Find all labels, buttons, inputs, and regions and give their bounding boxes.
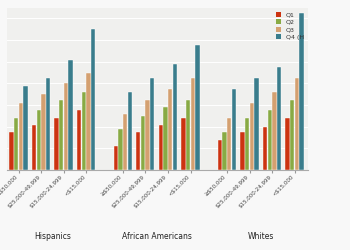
Bar: [123, 114, 127, 170]
Bar: [263, 127, 267, 170]
Bar: [23, 86, 28, 170]
Bar: [146, 100, 150, 170]
Bar: [41, 94, 46, 170]
Text: Hispanics: Hispanics: [34, 232, 71, 241]
Bar: [163, 107, 168, 170]
Bar: [223, 132, 227, 170]
Bar: [64, 83, 68, 170]
Bar: [14, 118, 18, 170]
Bar: [240, 132, 245, 170]
Bar: [136, 132, 140, 170]
Bar: [195, 46, 199, 170]
Bar: [254, 78, 259, 170]
Bar: [218, 140, 222, 170]
Bar: [181, 118, 186, 170]
Bar: [250, 103, 254, 170]
Bar: [277, 67, 281, 170]
Bar: [91, 29, 95, 170]
Bar: [186, 100, 190, 170]
Bar: [173, 64, 177, 170]
Bar: [113, 146, 118, 170]
Bar: [150, 78, 154, 170]
Bar: [168, 89, 172, 170]
Bar: [141, 116, 145, 170]
Bar: [190, 78, 195, 170]
Bar: [127, 92, 132, 170]
Bar: [245, 118, 249, 170]
Bar: [86, 72, 91, 170]
Bar: [267, 110, 272, 170]
Bar: [82, 92, 86, 170]
Bar: [77, 110, 81, 170]
Bar: [32, 124, 36, 170]
Bar: [159, 124, 163, 170]
Bar: [286, 118, 290, 170]
Bar: [232, 89, 236, 170]
Text: Whites: Whites: [248, 232, 274, 241]
Bar: [300, 13, 304, 170]
Legend: Q1, Q2, Q3, Q4 (H: Q1, Q2, Q3, Q4 (H: [274, 10, 305, 41]
Bar: [46, 78, 50, 170]
Bar: [55, 118, 59, 170]
Bar: [118, 129, 122, 170]
Bar: [69, 60, 73, 170]
Text: African Americans: African Americans: [122, 232, 192, 241]
Bar: [227, 118, 231, 170]
Bar: [272, 92, 276, 170]
Bar: [36, 110, 41, 170]
Bar: [59, 100, 63, 170]
Bar: [290, 100, 294, 170]
Bar: [9, 132, 14, 170]
Bar: [295, 78, 299, 170]
Bar: [19, 103, 23, 170]
